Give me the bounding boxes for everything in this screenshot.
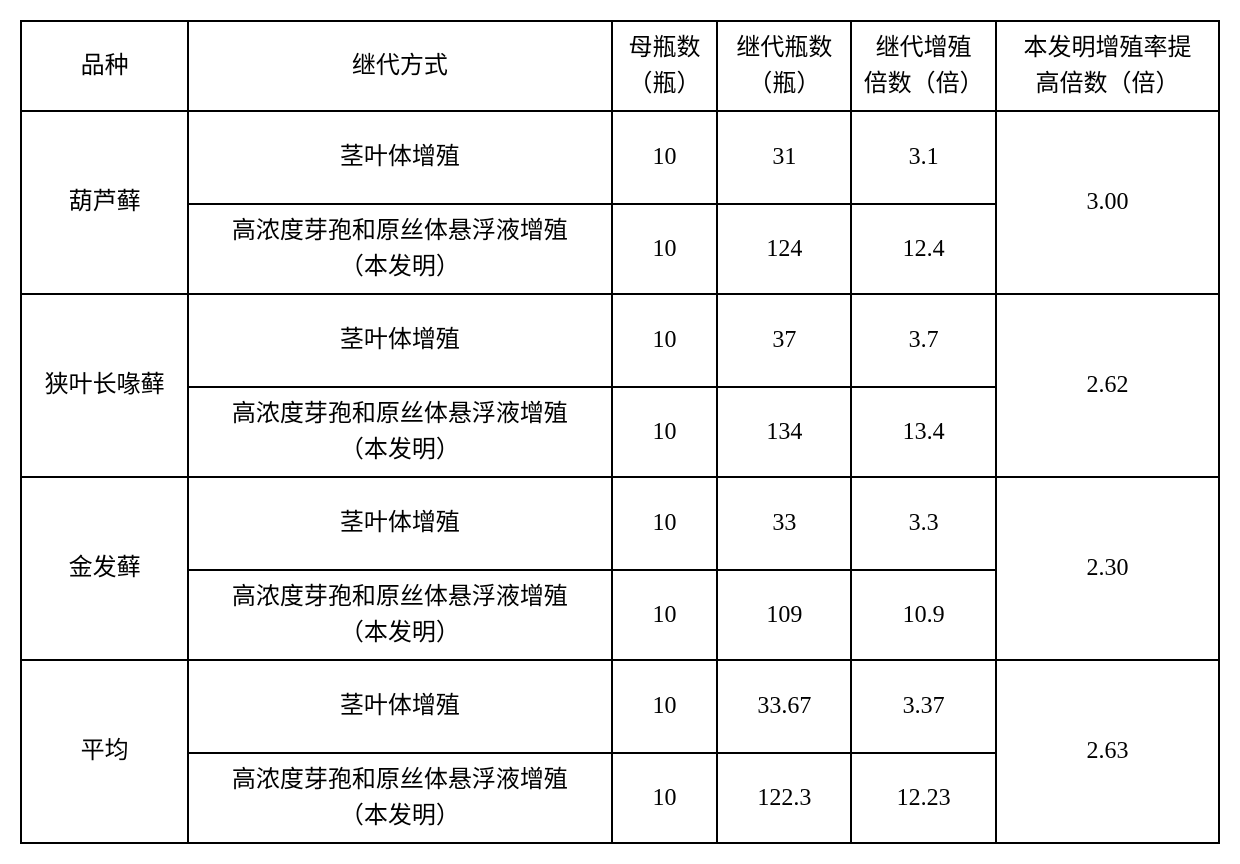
header-species: 品种 [21,21,188,111]
method-cell: 茎叶体增殖 [188,477,611,570]
method-cell: 茎叶体增殖 [188,660,611,753]
mother-cell: 10 [612,570,718,660]
sub-cell: 33.67 [717,660,851,753]
multiple-cell: 3.7 [851,294,996,387]
method-cell: 高浓度芽孢和原丝体悬浮液增殖（本发明） [188,753,611,843]
multiple-cell: 3.37 [851,660,996,753]
header-mother: 母瓶数（瓶） [612,21,718,111]
multiple-cell: 3.3 [851,477,996,570]
improve-cell: 3.00 [996,111,1219,294]
improve-cell: 2.62 [996,294,1219,477]
sub-cell: 37 [717,294,851,387]
mother-cell: 10 [612,294,718,387]
sub-cell: 109 [717,570,851,660]
header-sub: 继代瓶数（瓶） [717,21,851,111]
multiple-cell: 12.23 [851,753,996,843]
species-cell: 狭叶长喙藓 [21,294,188,477]
mother-cell: 10 [612,387,718,477]
species-cell: 金发藓 [21,477,188,660]
sub-cell: 134 [717,387,851,477]
header-multiple: 继代增殖倍数（倍） [851,21,996,111]
sub-cell: 124 [717,204,851,294]
method-cell: 高浓度芽孢和原丝体悬浮液增殖（本发明） [188,387,611,477]
improve-cell: 2.63 [996,660,1219,843]
multiple-cell: 10.9 [851,570,996,660]
sub-cell: 31 [717,111,851,204]
method-cell: 高浓度芽孢和原丝体悬浮液增殖（本发明） [188,570,611,660]
mother-cell: 10 [612,111,718,204]
header-row: 品种继代方式母瓶数（瓶）继代瓶数（瓶）继代增殖倍数（倍）本发明增殖率提高倍数（倍… [21,21,1219,111]
species-cell: 平均 [21,660,188,843]
sub-cell: 122.3 [717,753,851,843]
table-row: 葫芦藓茎叶体增殖10313.13.00 [21,111,1219,204]
mother-cell: 10 [612,753,718,843]
multiple-cell: 13.4 [851,387,996,477]
table-row: 金发藓茎叶体增殖10333.32.30 [21,477,1219,570]
multiple-cell: 3.1 [851,111,996,204]
species-cell: 葫芦藓 [21,111,188,294]
mother-cell: 10 [612,204,718,294]
method-cell: 茎叶体增殖 [188,111,611,204]
method-cell: 高浓度芽孢和原丝体悬浮液增殖（本发明） [188,204,611,294]
proliferation-table: 品种继代方式母瓶数（瓶）继代瓶数（瓶）继代增殖倍数（倍）本发明增殖率提高倍数（倍… [20,20,1220,844]
mother-cell: 10 [612,477,718,570]
table-row: 狭叶长喙藓茎叶体增殖10373.72.62 [21,294,1219,387]
mother-cell: 10 [612,660,718,753]
table-row: 平均茎叶体增殖1033.673.372.63 [21,660,1219,753]
improve-cell: 2.30 [996,477,1219,660]
sub-cell: 33 [717,477,851,570]
multiple-cell: 12.4 [851,204,996,294]
header-method: 继代方式 [188,21,611,111]
method-cell: 茎叶体增殖 [188,294,611,387]
header-improve: 本发明增殖率提高倍数（倍） [996,21,1219,111]
